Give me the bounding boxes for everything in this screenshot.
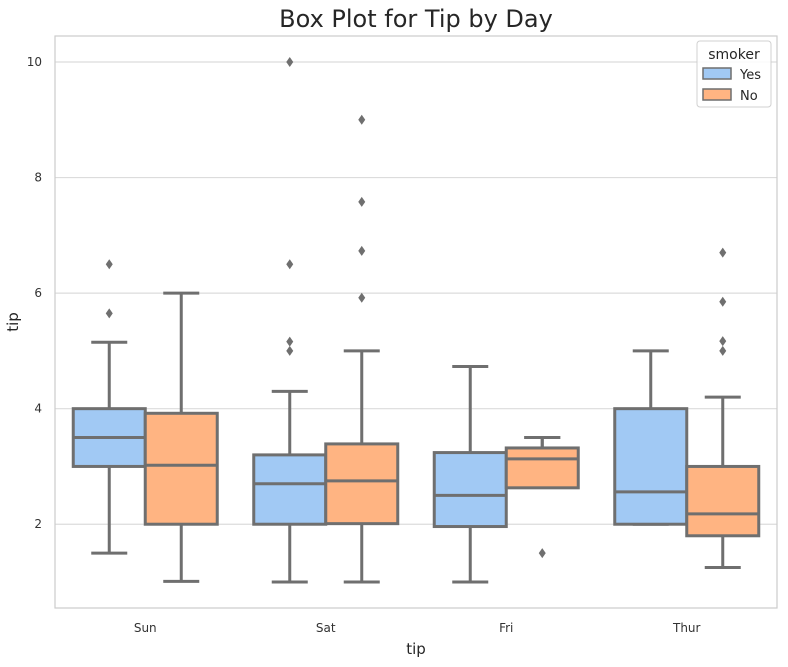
outlier-yes-sun-0 (105, 308, 113, 319)
legend: smoker Yes No (696, 40, 772, 108)
y-tick-label-10: 10 (27, 55, 42, 69)
outlier-no-thur-0 (719, 345, 727, 356)
outlier-no-thur-1 (719, 336, 727, 347)
outlier-yes-sat-3 (286, 57, 294, 67)
box-body-no-sat (324, 442, 400, 526)
x-axis-label: tip (406, 640, 426, 658)
x-tick-label-sat: Sat (316, 621, 336, 635)
legend-swatch-no (702, 88, 732, 101)
box-body-yes-fri (432, 451, 508, 529)
outlier-no-thur-2 (719, 296, 727, 307)
outlier-yes-sat-2 (286, 259, 294, 270)
x-tick-label-sun: Sun (134, 621, 157, 635)
outlier-no-thur-3 (719, 247, 727, 258)
outlier-no-sat-1 (358, 245, 366, 256)
y-tick-label-4: 4 (34, 402, 42, 416)
plot-frame (54, 35, 778, 609)
outlier-no-sat-3 (358, 114, 366, 125)
box-body-yes-thur (613, 407, 689, 526)
box-no-sun (143, 291, 219, 583)
y-tick-label-2: 2 (34, 517, 42, 531)
legend-title: smoker (708, 47, 760, 63)
box-no-fri (504, 436, 580, 559)
outlier-no-fri-0 (538, 548, 546, 559)
box-yes-sat (252, 57, 328, 584)
y-tick-label-6: 6 (34, 286, 42, 300)
box-yes-thur (613, 349, 689, 526)
legend-label-no: No (740, 89, 758, 104)
box-body-yes-sat (252, 453, 328, 526)
outlier-yes-sat-0 (286, 345, 294, 356)
legend-label-yes: Yes (739, 68, 761, 83)
y-tick-labels: 2 4 6 8 10 (27, 55, 42, 531)
box-body-no-fri (504, 446, 580, 490)
x-tick-label-fri: Fri (499, 621, 513, 635)
box-body-no-thur (685, 464, 761, 538)
chart-title: Box Plot for Tip by Day (279, 5, 553, 33)
y-tick-label-8: 8 (34, 171, 42, 185)
legend-swatch-yes (702, 67, 732, 80)
box-no-thur (685, 247, 761, 570)
outlier-yes-sun-1 (105, 259, 113, 270)
box-no-sat (324, 114, 400, 584)
outlier-yes-sat-1 (286, 336, 294, 347)
box-series (71, 57, 761, 584)
box-yes-fri (432, 364, 508, 584)
x-tick-labels: Sun Sat Fri Thur (134, 621, 701, 635)
x-tick-label-thur: Thur (672, 621, 701, 635)
outlier-no-sat-2 (358, 196, 366, 207)
outlier-no-sat-0 (358, 292, 366, 303)
box-yes-sun (71, 259, 147, 555)
box-body-no-sun (143, 411, 219, 526)
y-axis-label: tip (4, 312, 22, 332)
